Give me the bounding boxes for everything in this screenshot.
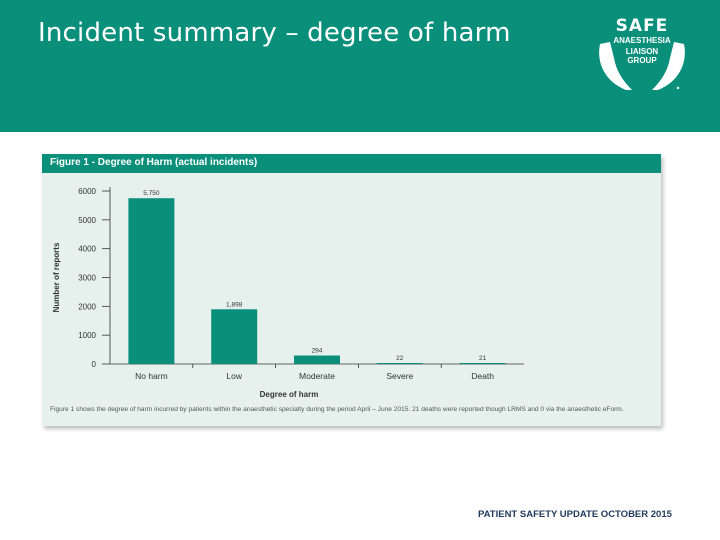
logo-safe-text: SAFE <box>615 16 669 36</box>
x-tick-label: Death <box>471 371 494 381</box>
x-tick-label: Low <box>226 371 242 381</box>
y-tick-label: 2000 <box>78 302 96 311</box>
x-axis-title: Degree of harm <box>260 390 319 399</box>
x-tick-label: Severe <box>386 371 413 381</box>
chart-caption: Figure 1 shows the degree of harm incurr… <box>50 406 624 413</box>
figure-card: Figure 1 - Degree of Harm (actual incide… <box>42 154 661 426</box>
data-label: 5,750 <box>143 190 160 197</box>
data-label: 22 <box>396 355 404 362</box>
y-tick-label: 0 <box>92 360 97 369</box>
bar <box>459 363 506 364</box>
slide-header: Incident summary – degree of harm SAFE A… <box>0 0 720 132</box>
x-tick-label: Moderate <box>299 371 335 381</box>
safe-anaesthesia-logo: SAFE ANAESTHESIA LIAISON GROUP <box>592 14 692 94</box>
bar-chart: 0 1000 2000 3000 4000 5000 6000 5,750 No harm 1,8… <box>52 187 524 399</box>
data-label: 21 <box>479 355 487 362</box>
y-tick-label: 3000 <box>78 274 96 283</box>
y-tick-label: 6000 <box>78 187 96 196</box>
x-tick-label: No harm <box>135 371 168 381</box>
logo-group-text: GROUP <box>627 56 657 65</box>
bar <box>211 309 258 364</box>
data-label: 1,898 <box>226 301 243 308</box>
bar <box>376 363 423 364</box>
y-tick-label: 5000 <box>78 216 96 225</box>
logo-liaison-text: LIAISON <box>625 47 659 56</box>
logo-anaesthesia-text: ANAESTHESIA <box>613 36 671 45</box>
bar <box>294 355 340 364</box>
slide-footer: PATIENT SAFETY UPDATE OCTOBER 2015 <box>478 509 672 520</box>
bar <box>128 198 175 364</box>
chart-title: Figure 1 - Degree of Harm (actual incide… <box>50 157 258 168</box>
figure-title-band: Figure 1 - Degree of Harm (actual incide… <box>42 154 661 173</box>
data-label: 294 <box>312 348 323 355</box>
slide-title: Incident summary – degree of harm <box>38 18 511 48</box>
y-axis-title: Number of reports <box>52 242 61 312</box>
y-tick-label: 1000 <box>78 331 96 340</box>
cupped-hands-icon <box>599 42 685 90</box>
y-tick-label: 4000 <box>78 245 96 254</box>
